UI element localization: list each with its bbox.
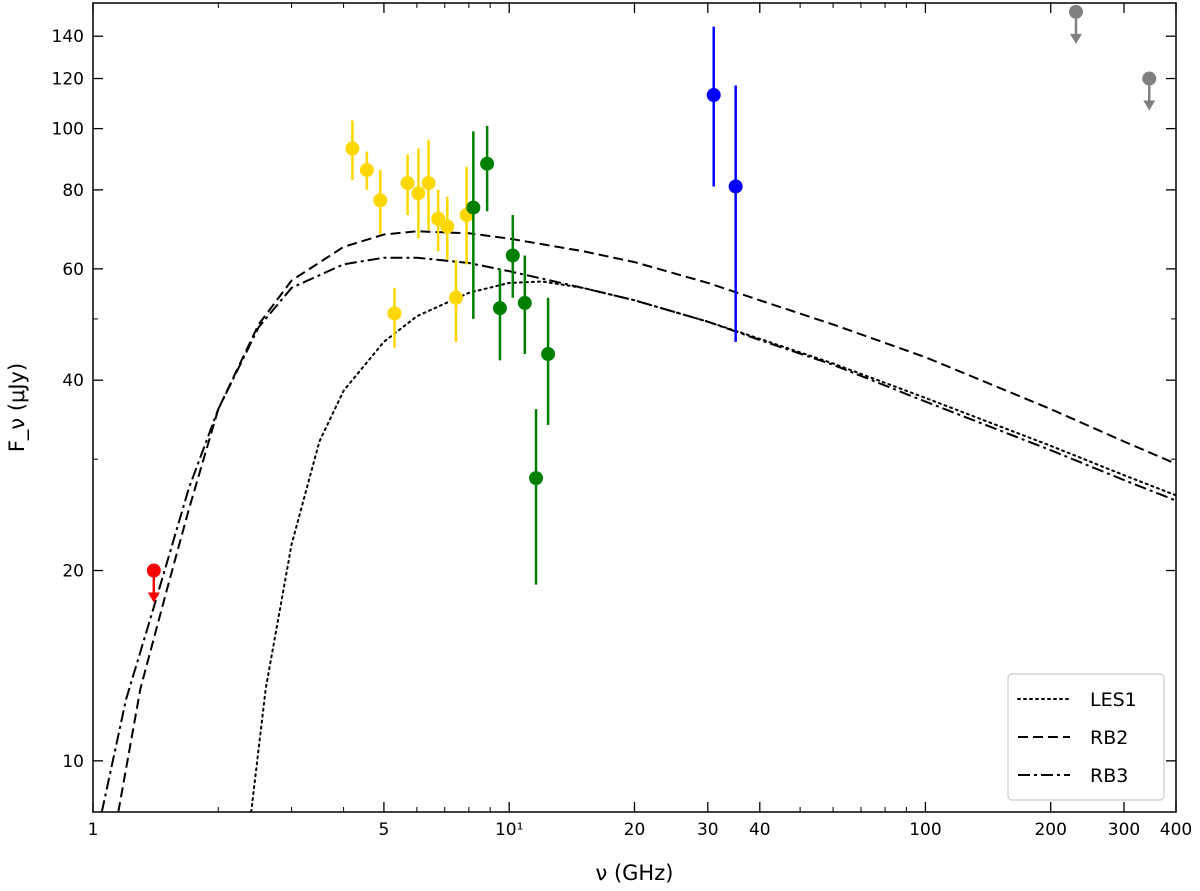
data-point — [146, 563, 161, 578]
data-points — [146, 4, 1157, 603]
x-axis-label: ν (GHz) — [596, 861, 674, 885]
y-tick-labels: 10 20 40 60 80 100 120 140 — [52, 27, 84, 772]
data-point — [466, 200, 481, 215]
x-tick-label: 10¹ — [495, 820, 523, 840]
x-tick-labels: 1 5 10¹ 20 30 40 100 200 300 400 — [88, 820, 1193, 840]
data-point — [1142, 71, 1157, 86]
x-tick-label: 5 — [379, 820, 390, 840]
y-tick-label: 140 — [52, 27, 84, 47]
model-curves — [100, 230, 1176, 812]
y-tick-label: 60 — [62, 260, 84, 280]
data-point — [359, 163, 374, 178]
y-tick-label: 120 — [52, 70, 84, 90]
legend-label-rb2: RB2 — [1090, 727, 1128, 749]
y-tick-label: 100 — [52, 120, 84, 140]
data-point — [541, 347, 556, 362]
data-point — [431, 211, 446, 226]
y-axis-label: F_ν (μJy) — [5, 363, 30, 452]
legend-label-rb3: RB3 — [1090, 765, 1128, 787]
y-tick-label: 80 — [62, 181, 84, 201]
legend-box — [1007, 673, 1165, 801]
data-point — [480, 156, 495, 171]
y-tick-label: 40 — [62, 371, 84, 391]
axis-ticks — [92, 3, 1177, 812]
x-tick-label: 200 — [1034, 820, 1066, 840]
data-point — [345, 141, 360, 156]
data-point — [1068, 4, 1083, 19]
legend: LES1 RB2 RB3 — [1007, 673, 1165, 801]
data-point — [517, 295, 532, 310]
y-tick-label: 20 — [62, 562, 84, 582]
x-tick-label: 400 — [1160, 820, 1192, 840]
upper-limit-arrowhead — [1069, 33, 1082, 44]
y-tick-label: 10 — [62, 752, 84, 772]
data-point — [387, 306, 402, 321]
data-point — [529, 471, 544, 486]
data-point — [421, 176, 436, 191]
data-point — [706, 88, 721, 103]
plot-frame — [92, 2, 1177, 813]
data-point — [505, 248, 520, 263]
upper-limit-arrowhead — [147, 592, 160, 603]
data-point — [411, 186, 426, 201]
x-tick-label: 30 — [697, 820, 719, 840]
data-point — [728, 179, 743, 194]
x-tick-label: 300 — [1108, 820, 1140, 840]
legend-label-les1: LES1 — [1090, 689, 1137, 711]
x-tick-label: 1 — [88, 820, 99, 840]
x-tick-label: 40 — [749, 820, 771, 840]
data-point — [448, 290, 463, 305]
model-curve-rb3 — [100, 256, 1176, 812]
data-point — [400, 176, 415, 191]
x-tick-label: 100 — [909, 820, 941, 840]
data-point — [440, 219, 455, 234]
data-point — [373, 193, 388, 208]
upper-limit-arrowhead — [1143, 100, 1156, 111]
model-curve-rb2 — [117, 230, 1176, 812]
x-tick-label: 20 — [624, 820, 646, 840]
model-curve-les1 — [250, 280, 1176, 812]
data-point — [492, 301, 507, 316]
